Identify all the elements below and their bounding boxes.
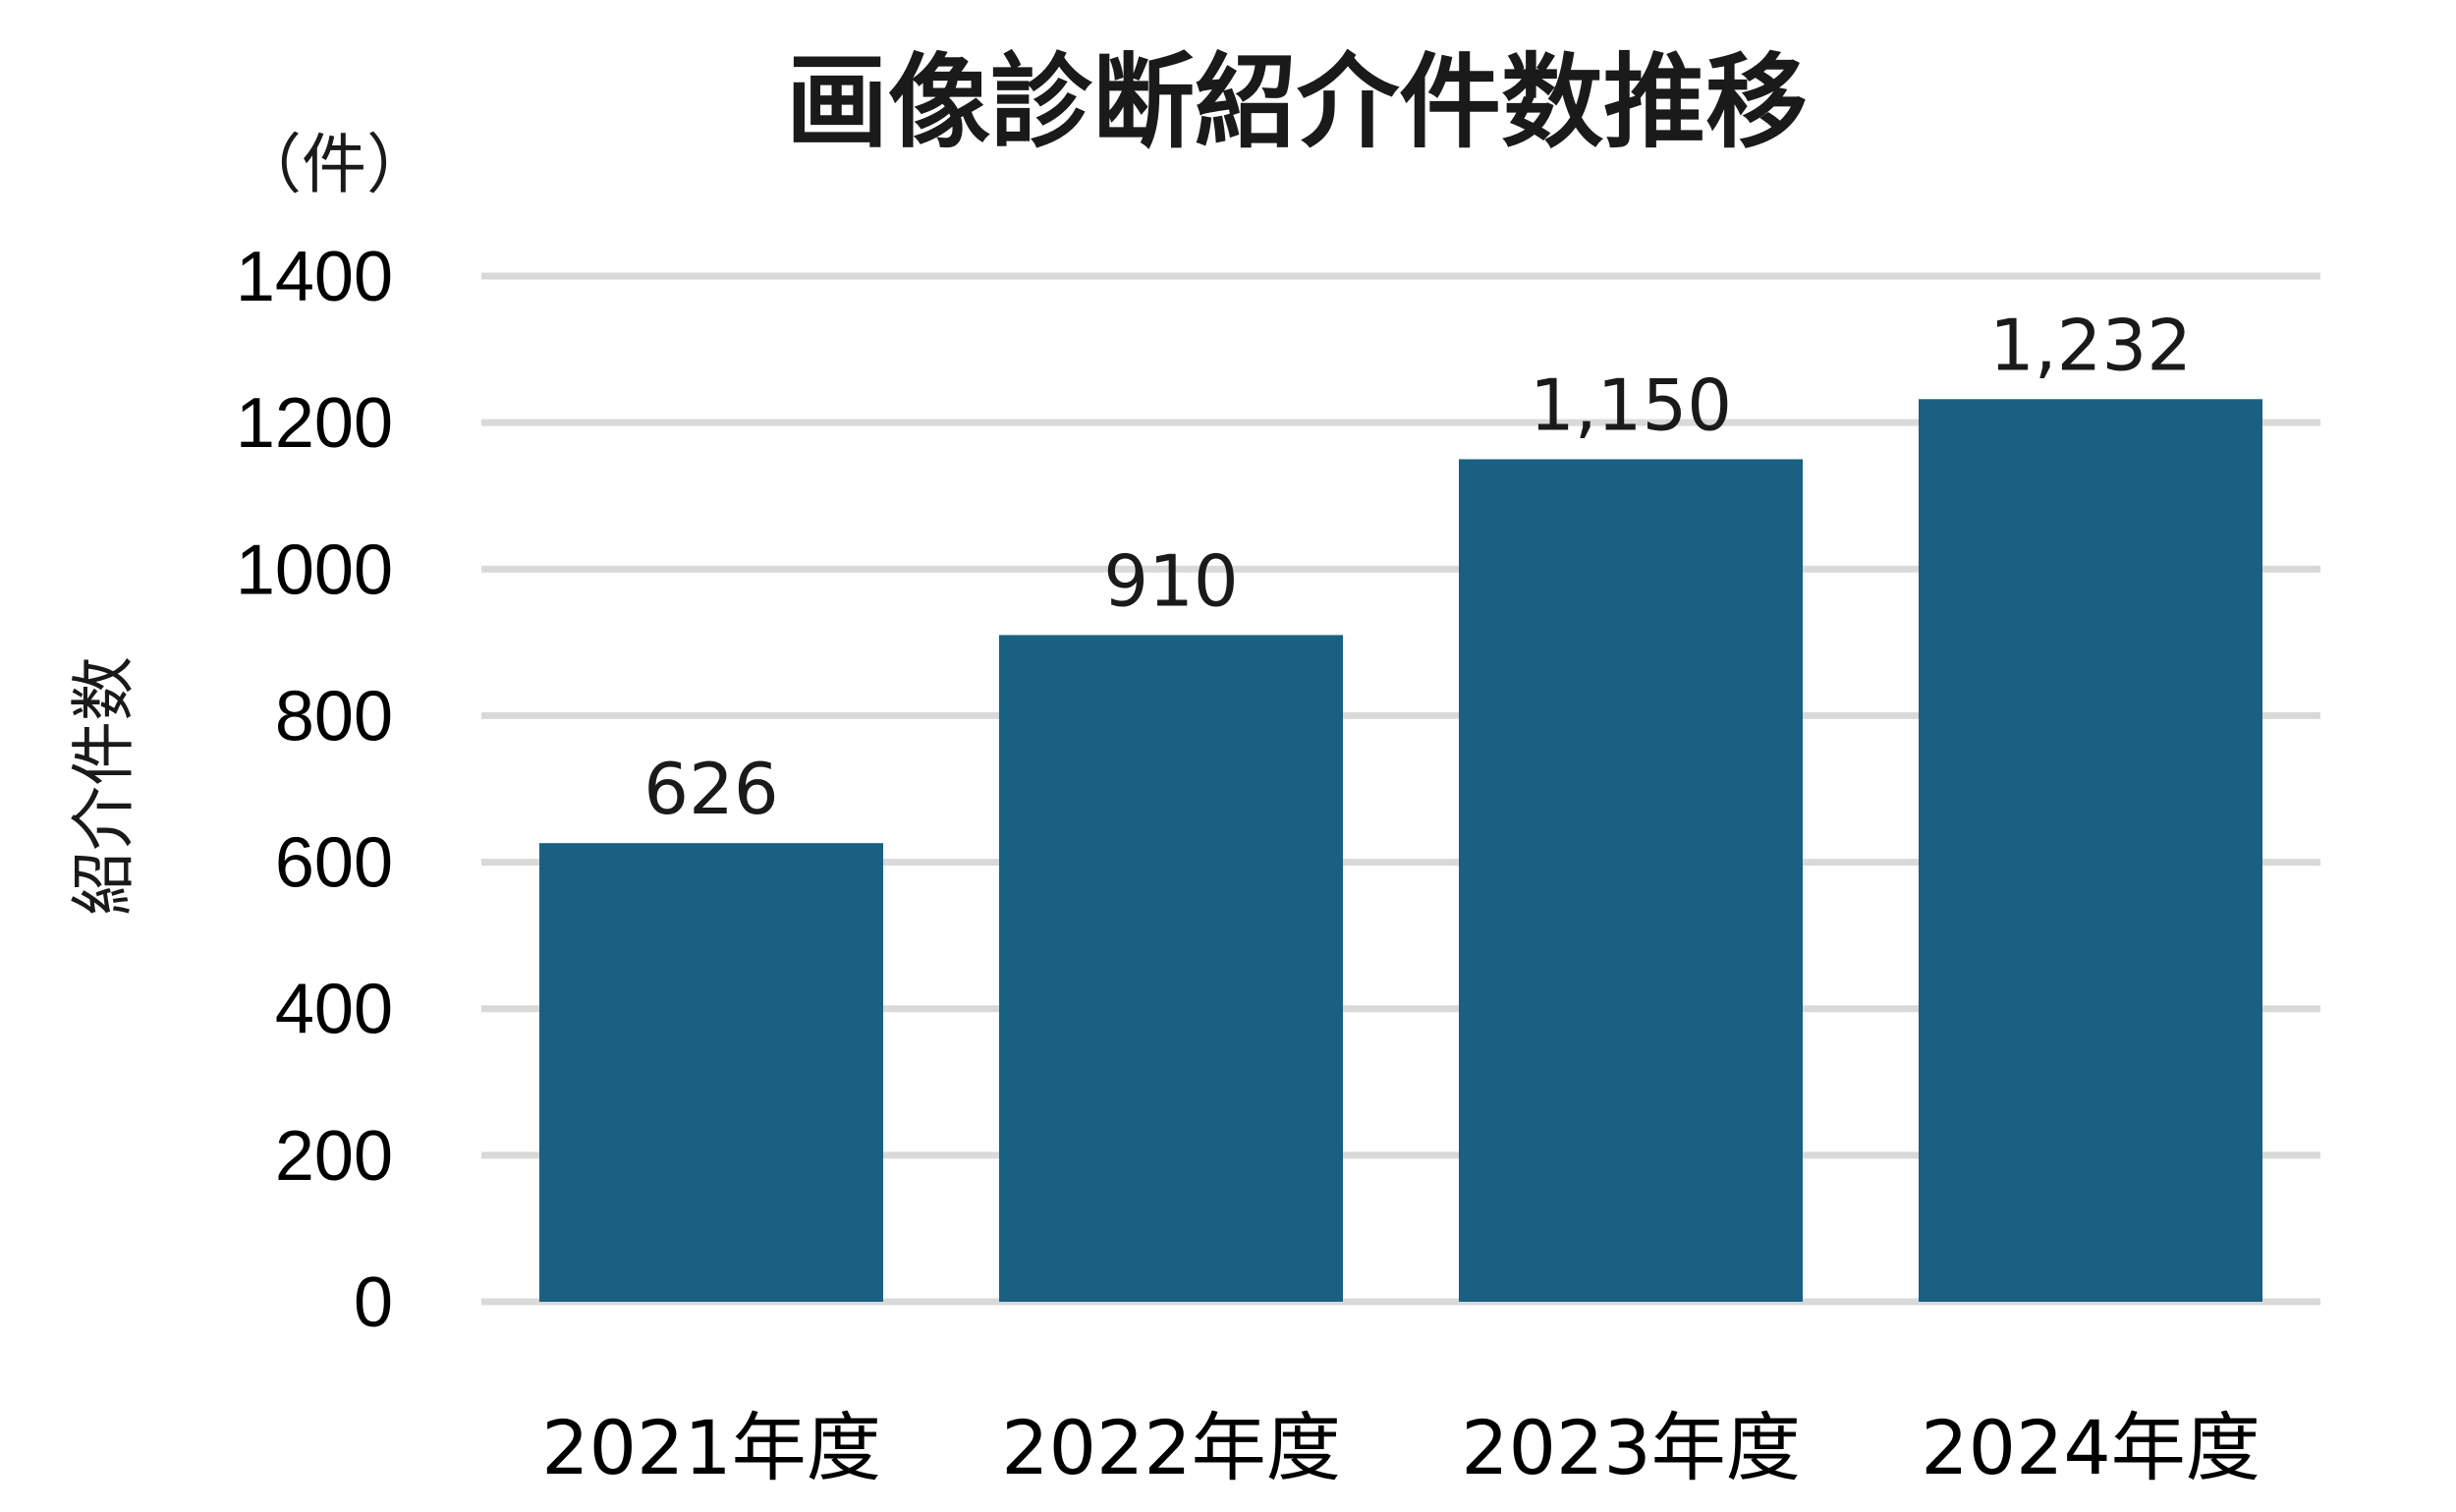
bar: [1919, 399, 2262, 1302]
chart-title: 画像診断紹介件数推移: [786, 42, 1808, 162]
x-tick-label: 2024年度: [1921, 1404, 2260, 1491]
bar: [999, 635, 1343, 1302]
y-unit-label: （件）: [237, 127, 431, 202]
bar: [1459, 459, 1803, 1302]
data-label: 626: [643, 748, 778, 830]
bars: [539, 399, 2262, 1302]
bar: [539, 843, 883, 1302]
y-axis-title: 紹介件数: [66, 656, 141, 916]
data-label: 1,232: [1989, 304, 2192, 386]
y-tick-label: 800: [275, 677, 393, 756]
y-tick-label: 1200: [236, 384, 393, 463]
y-tick-label: 1000: [236, 531, 393, 609]
data-label: 910: [1103, 539, 1238, 622]
x-tick-label: 2022年度: [1001, 1404, 1340, 1491]
y-tick-label: 0: [354, 1263, 393, 1342]
data-labels: 626 910 1,150 1,232: [643, 304, 2192, 830]
data-label: 1,150: [1530, 364, 1732, 446]
y-tick-label: 600: [275, 824, 393, 903]
y-tick-label: 400: [275, 971, 393, 1049]
y-axis-ticks: 0 200 400 600 800 1000 1200 1400: [236, 238, 393, 1342]
y-tick-label: 1400: [236, 238, 393, 316]
x-tick-label: 2023年度: [1461, 1404, 1800, 1491]
y-tick-label: 200: [275, 1117, 393, 1196]
x-axis-ticks: 2021年度 2022年度 2023年度 2024年度: [541, 1404, 2260, 1491]
x-tick-label: 2021年度: [541, 1404, 880, 1491]
